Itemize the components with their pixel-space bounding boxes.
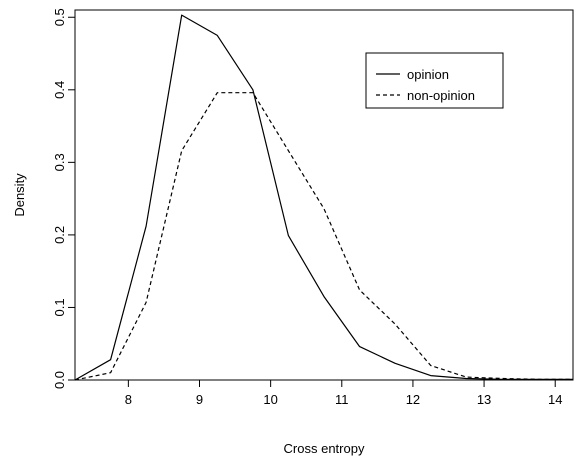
y-tick-label: 0.3 bbox=[52, 153, 67, 171]
plot-frame bbox=[74, 9, 574, 381]
x-tick-label: 13 bbox=[477, 392, 491, 407]
series-layer bbox=[74, 14, 573, 381]
x-tick-label: 11 bbox=[335, 392, 349, 407]
x-tick-label: 10 bbox=[263, 392, 277, 407]
y-axis-title: Density bbox=[12, 173, 27, 217]
x-tick-label: 8 bbox=[125, 392, 132, 407]
legend: opinion non-opinion bbox=[365, 52, 504, 109]
y-tick-label: 0.4 bbox=[52, 81, 67, 99]
y-axis: 0.0 0.1 0.2 0.3 0.4 0.5 bbox=[52, 8, 75, 389]
legend-box bbox=[365, 52, 504, 109]
y-tick-label: 0.5 bbox=[52, 8, 67, 26]
legend-label-opinion: opinion bbox=[407, 67, 449, 82]
y-tick-label: 0.0 bbox=[52, 371, 67, 389]
y-tick-label: 0.1 bbox=[52, 298, 67, 316]
x-tick-label: 12 bbox=[406, 392, 420, 407]
x-tick-label: 14 bbox=[548, 392, 562, 407]
legend-label-non-opinion: non-opinion bbox=[407, 88, 475, 103]
y-tick-label: 0.2 bbox=[52, 226, 67, 244]
series-line-opinion bbox=[74, 14, 573, 381]
x-axis-title: Cross entropy bbox=[284, 441, 365, 456]
x-axis: 8 9 10 11 12 13 14 bbox=[125, 380, 562, 407]
series-line-non-opinion bbox=[74, 92, 573, 381]
x-tick-label: 9 bbox=[196, 392, 203, 407]
